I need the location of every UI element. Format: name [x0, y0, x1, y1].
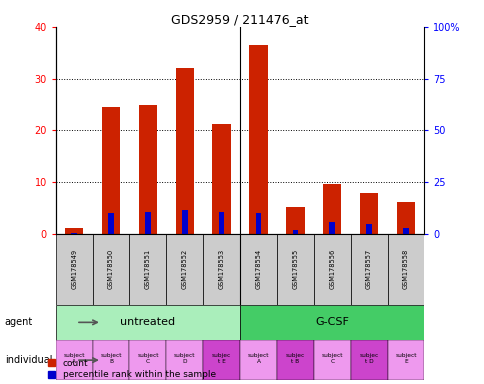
- Bar: [313, 233, 350, 305]
- Bar: [396, 202, 414, 233]
- Text: GSM178553: GSM178553: [218, 249, 224, 289]
- Bar: [212, 124, 230, 233]
- Text: subjec
t B: subjec t B: [285, 353, 304, 364]
- Text: subject
A: subject A: [247, 353, 269, 364]
- Bar: [350, 340, 387, 380]
- Bar: [56, 233, 92, 305]
- Bar: [402, 228, 408, 233]
- Bar: [313, 340, 350, 380]
- Bar: [249, 45, 267, 233]
- Text: GSM178554: GSM178554: [255, 249, 261, 289]
- Bar: [240, 340, 276, 380]
- Bar: [56, 305, 240, 340]
- Bar: [387, 340, 424, 380]
- Text: subject
E: subject E: [394, 353, 416, 364]
- Text: GSM178557: GSM178557: [365, 249, 371, 289]
- Bar: [129, 233, 166, 305]
- Text: GSM178549: GSM178549: [71, 249, 77, 289]
- Text: untreated: untreated: [120, 317, 175, 327]
- Bar: [240, 233, 276, 305]
- Title: GDS2959 / 211476_at: GDS2959 / 211476_at: [171, 13, 308, 26]
- Text: subjec
t D: subjec t D: [359, 353, 378, 364]
- Text: individual: individual: [5, 355, 52, 365]
- Text: subject
B: subject B: [100, 353, 121, 364]
- Text: GSM178555: GSM178555: [292, 249, 298, 289]
- Bar: [322, 184, 341, 233]
- Bar: [138, 106, 157, 233]
- Bar: [359, 193, 378, 233]
- Bar: [182, 210, 187, 233]
- Bar: [292, 230, 298, 233]
- Text: GSM178551: GSM178551: [145, 249, 151, 289]
- Bar: [350, 233, 387, 305]
- Text: G-CSF: G-CSF: [315, 317, 348, 327]
- Bar: [218, 212, 224, 233]
- Bar: [387, 233, 424, 305]
- Bar: [276, 340, 313, 380]
- Bar: [166, 340, 203, 380]
- Text: GSM178550: GSM178550: [108, 249, 114, 289]
- Bar: [56, 340, 92, 380]
- Bar: [255, 213, 261, 233]
- Text: subjec
t E: subjec t E: [212, 353, 231, 364]
- Bar: [203, 233, 240, 305]
- Bar: [166, 233, 203, 305]
- Text: subject
D: subject D: [174, 353, 195, 364]
- Bar: [175, 68, 194, 233]
- Bar: [108, 213, 114, 233]
- Legend: count, percentile rank within the sample: count, percentile rank within the sample: [48, 359, 215, 379]
- Bar: [276, 233, 313, 305]
- Bar: [329, 222, 334, 233]
- Bar: [65, 228, 83, 233]
- Text: subject
C: subject C: [137, 353, 158, 364]
- Bar: [129, 340, 166, 380]
- Bar: [286, 207, 304, 233]
- Text: GSM178558: GSM178558: [402, 249, 408, 289]
- Bar: [92, 340, 129, 380]
- Text: GSM178552: GSM178552: [182, 249, 187, 289]
- Bar: [203, 340, 240, 380]
- Bar: [365, 224, 371, 233]
- Text: subject
C: subject C: [321, 353, 342, 364]
- Text: GSM178556: GSM178556: [329, 249, 334, 289]
- Bar: [145, 212, 151, 233]
- Bar: [92, 233, 129, 305]
- Text: subject
A: subject A: [63, 353, 85, 364]
- Bar: [102, 107, 120, 233]
- Text: agent: agent: [5, 317, 33, 327]
- Bar: [240, 305, 424, 340]
